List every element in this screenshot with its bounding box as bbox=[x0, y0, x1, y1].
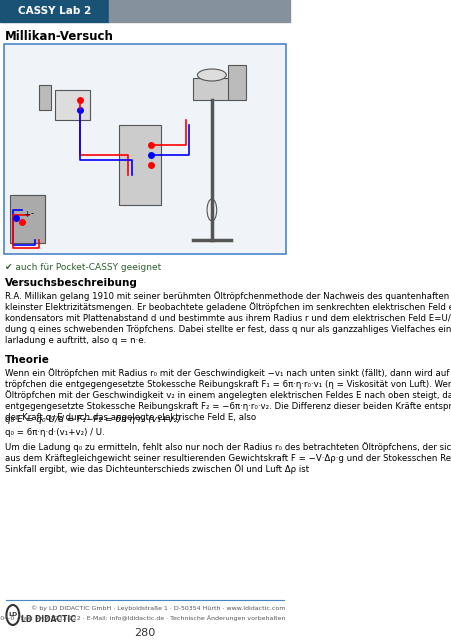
Text: Millikan-Versuch: Millikan-Versuch bbox=[5, 29, 114, 42]
Bar bbox=[0, 0, 109, 22]
Text: Theorie: Theorie bbox=[5, 355, 50, 365]
Text: LD DIDACTIC: LD DIDACTIC bbox=[21, 616, 76, 625]
Bar bbox=[38, 85, 51, 110]
Text: dung q eines schwebenden Tröpfchens. Dabei stellte er fest, dass q nur als ganzz: dung q eines schwebenden Tröpfchens. Dab… bbox=[5, 324, 451, 333]
Bar bbox=[9, 195, 45, 243]
Text: -: - bbox=[31, 209, 33, 218]
Text: kleinster Elektrizitätsmengen. Er beobachtete geladene Öltröpfchen im senkrechte: kleinster Elektrizitätsmengen. Er beobac… bbox=[5, 302, 451, 312]
Bar bbox=[109, 0, 290, 22]
Ellipse shape bbox=[197, 69, 226, 81]
Text: kondensators mit Plattenabstand d und bestimmte aus ihrem Radius r und dem elekt: kondensators mit Plattenabstand d und be… bbox=[5, 314, 451, 323]
Ellipse shape bbox=[207, 199, 216, 221]
Circle shape bbox=[6, 605, 19, 625]
Bar bbox=[55, 90, 90, 120]
Text: der Kraft q₀·E durch das angelegte elektrische Feld E, also: der Kraft q₀·E durch das angelegte elekt… bbox=[5, 413, 256, 422]
Text: Öltröpfchen mit der Geschwindigkeit v₂ in einem angelegten elektrischen Feldes E: Öltröpfchen mit der Geschwindigkeit v₂ i… bbox=[5, 390, 451, 400]
Bar bbox=[13, 195, 45, 240]
Text: Wenn ein Öltröpfchen mit Radius r₀ mit der Geschwindigkeit −v₁ nach unten sinkt : Wenn ein Öltröpfchen mit Radius r₀ mit d… bbox=[5, 368, 451, 378]
Text: R.A. Millikan gelang 1910 mit seiner berühmten Öltröpfchenmethode der Nachweis d: R.A. Millikan gelang 1910 mit seiner ber… bbox=[5, 291, 451, 301]
Text: © by LD DIDACTIC GmbH · Leyboldstraße 1 · D-50354 Hürth · www.ldidactic.com: © by LD DIDACTIC GmbH · Leyboldstraße 1 … bbox=[31, 605, 285, 611]
Text: LD: LD bbox=[8, 612, 18, 618]
FancyBboxPatch shape bbox=[5, 44, 285, 254]
Text: +: + bbox=[23, 209, 30, 218]
Bar bbox=[192, 78, 230, 100]
Text: entgegengesetzte Stokessche Reibungskraft F₂ = −6π·η·r₀·v₂. Die Differenz dieser: entgegengesetzte Stokessche Reibungskraf… bbox=[5, 401, 451, 410]
Text: aus dem Kräftegleichgewicht seiner resultierenden Gewichtskraft F = −V·Δρ·g und : aus dem Kräftegleichgewicht seiner resul… bbox=[5, 454, 451, 463]
Bar bbox=[227, 65, 245, 100]
Text: larladung e auftritt, also q = n·e.: larladung e auftritt, also q = n·e. bbox=[5, 335, 146, 344]
Text: q₀·E = q₀·U/d = F₁−F₂ = 6π·η·r₀·(v₁+v₂): q₀·E = q₀·U/d = F₁−F₂ = 6π·η·r₀·(v₁+v₂) bbox=[5, 415, 180, 424]
Text: Tel: +49-2233-604-0 · Fax: +49-2233-222 · E-Mail: info@ldidactic.de · Technische: Tel: +49-2233-604-0 · Fax: +49-2233-222 … bbox=[0, 615, 285, 621]
Text: Um die Ladung q₀ zu ermitteln, fehlt also nur noch der Radius r₀ des betrachtete: Um die Ladung q₀ zu ermitteln, fehlt als… bbox=[5, 442, 451, 452]
Text: tröpfchen die entgegengesetzte Stokessche Reibungskraft F₁ = 6π·η·r₀·v₁ (η = Vis: tröpfchen die entgegengesetzte Stokessch… bbox=[5, 380, 451, 388]
Text: Sinkfall ergibt, wie das Dichteunterschieds zwischen Öl und Luft Δρ ist: Sinkfall ergibt, wie das Dichteunterschi… bbox=[5, 464, 308, 474]
Text: Versuchsbeschreibung: Versuchsbeschreibung bbox=[5, 278, 138, 288]
Text: ✔ auch für Pocket-CASSY geeignet: ✔ auch für Pocket-CASSY geeignet bbox=[5, 262, 161, 271]
Text: q₀ = 6π·η·d·(v₁+v₂) / U.: q₀ = 6π·η·d·(v₁+v₂) / U. bbox=[5, 428, 105, 436]
Text: CASSY Lab 2: CASSY Lab 2 bbox=[18, 6, 91, 16]
Text: 280: 280 bbox=[134, 628, 156, 638]
Bar bbox=[119, 125, 160, 205]
